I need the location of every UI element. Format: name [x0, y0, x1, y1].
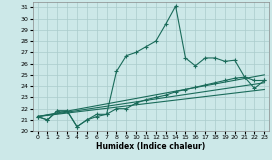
- X-axis label: Humidex (Indice chaleur): Humidex (Indice chaleur): [96, 142, 206, 151]
